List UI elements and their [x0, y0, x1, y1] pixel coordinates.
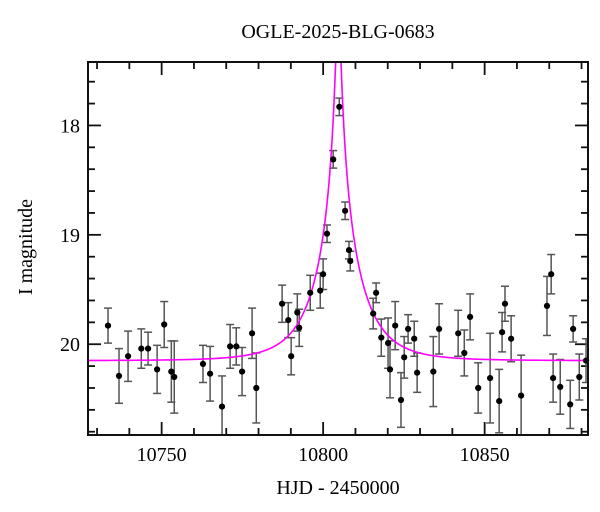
data-point	[397, 396, 405, 404]
data-point	[296, 324, 303, 331]
y-tick-label: 20	[60, 334, 80, 356]
data-point	[330, 156, 337, 163]
data-point	[461, 349, 468, 357]
data-point	[168, 368, 175, 375]
data-point	[548, 271, 555, 278]
data-point	[345, 247, 353, 254]
chart-title: OGLE-2025-BLG-0683	[241, 21, 435, 43]
data-point	[570, 325, 577, 332]
data-point	[455, 330, 462, 337]
data-point	[104, 322, 112, 329]
data-point	[550, 375, 557, 382]
data-point	[125, 353, 132, 360]
data-point	[347, 258, 354, 265]
x-axis-label: HJD - 2450000	[276, 477, 399, 499]
data-point	[567, 401, 574, 408]
data-point	[385, 340, 392, 347]
data-point	[239, 368, 246, 375]
data-point	[414, 369, 421, 376]
data-point	[430, 368, 437, 375]
data-point	[253, 384, 260, 392]
data-point	[401, 354, 408, 361]
data-point	[288, 353, 295, 360]
y-tick-label: 19	[60, 225, 80, 247]
data-point	[501, 300, 509, 307]
data-point	[218, 403, 226, 410]
data-point	[370, 310, 377, 317]
data-point	[161, 321, 168, 328]
data-point	[138, 345, 145, 352]
data-point	[307, 289, 314, 296]
data-point	[411, 335, 418, 342]
data-point	[499, 329, 506, 336]
data-point	[373, 289, 380, 296]
data-point	[145, 345, 152, 352]
x-tick-label: 10850	[460, 444, 510, 466]
x-tick-label: 10800	[298, 444, 348, 466]
data-point	[199, 360, 207, 367]
data-point	[115, 372, 123, 379]
data-point	[543, 302, 551, 309]
data-point	[576, 373, 583, 381]
data-point	[475, 384, 482, 392]
y-tick-label: 18	[60, 115, 80, 137]
data-point	[518, 392, 525, 399]
data-point	[487, 375, 494, 382]
data-point	[342, 207, 349, 214]
data-point	[336, 103, 343, 110]
data-point	[378, 334, 385, 341]
data-point	[496, 398, 503, 405]
data-point	[207, 370, 214, 377]
data-point	[285, 317, 292, 324]
data-point	[294, 309, 301, 316]
data-point	[405, 325, 412, 332]
data-point	[317, 287, 324, 294]
data-point	[386, 366, 394, 373]
data-point	[171, 373, 178, 381]
model-curve	[88, 62, 588, 362]
data-point	[392, 322, 399, 329]
plot-frame	[87, 61, 589, 436]
data-point	[557, 383, 564, 390]
data-point	[436, 325, 443, 332]
data-point	[323, 230, 331, 237]
data-point	[320, 271, 327, 278]
data-point	[467, 313, 474, 320]
data-point	[154, 366, 161, 373]
x-tick-label: 10750	[137, 444, 187, 466]
data-point	[279, 300, 286, 307]
data-point	[233, 343, 240, 350]
data-point	[508, 335, 515, 342]
data-point	[249, 330, 256, 337]
data-point	[227, 343, 234, 350]
y-axis-label: I magnitude	[15, 199, 37, 295]
